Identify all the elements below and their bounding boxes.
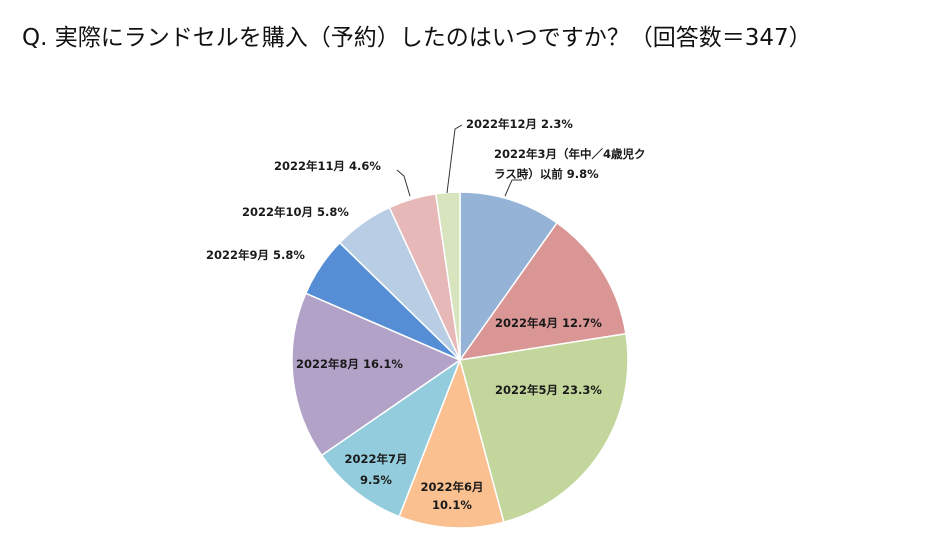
slice-label-6: 2022年9月 5.8% <box>206 248 305 262</box>
slice-label-3: 2022年6月 10.1% <box>420 480 483 512</box>
slice-label-1: 2022年4月 12.7% <box>495 316 602 330</box>
slice-label-0: 2022年3月（年中／4歳児クラス時）以前 9.8% <box>494 147 646 181</box>
pie-slice-2 <box>459 332 629 524</box>
pie-slice-1 <box>458 221 627 362</box>
slice-label-7: 2022年10月 5.8% <box>242 205 349 219</box>
leader-line-8 <box>396 169 411 197</box>
pie-slice-5 <box>291 292 462 457</box>
question-title: Q. 実際にランドセルを購入（予約）したのはいつですか？（回答数＝347） <box>22 25 812 51</box>
pie-slice-3 <box>398 357 505 529</box>
slice-label-8: 2022年11月 4.6% <box>274 159 381 173</box>
slice-label-4: 2022年7月 9.5% <box>344 452 407 487</box>
slice-label-9: 2022年12月 2.3% <box>466 117 573 131</box>
pie-slice-9 <box>434 191 461 361</box>
leader-line-9 <box>446 124 463 194</box>
slice-label-2: 2022年5月 23.3% <box>495 383 602 397</box>
slice-label-5: 2022年8月 16.1% <box>296 357 403 371</box>
pie-slice-4 <box>320 357 462 518</box>
pie-slice-0 <box>459 191 559 363</box>
leader-line-0 <box>504 179 522 197</box>
